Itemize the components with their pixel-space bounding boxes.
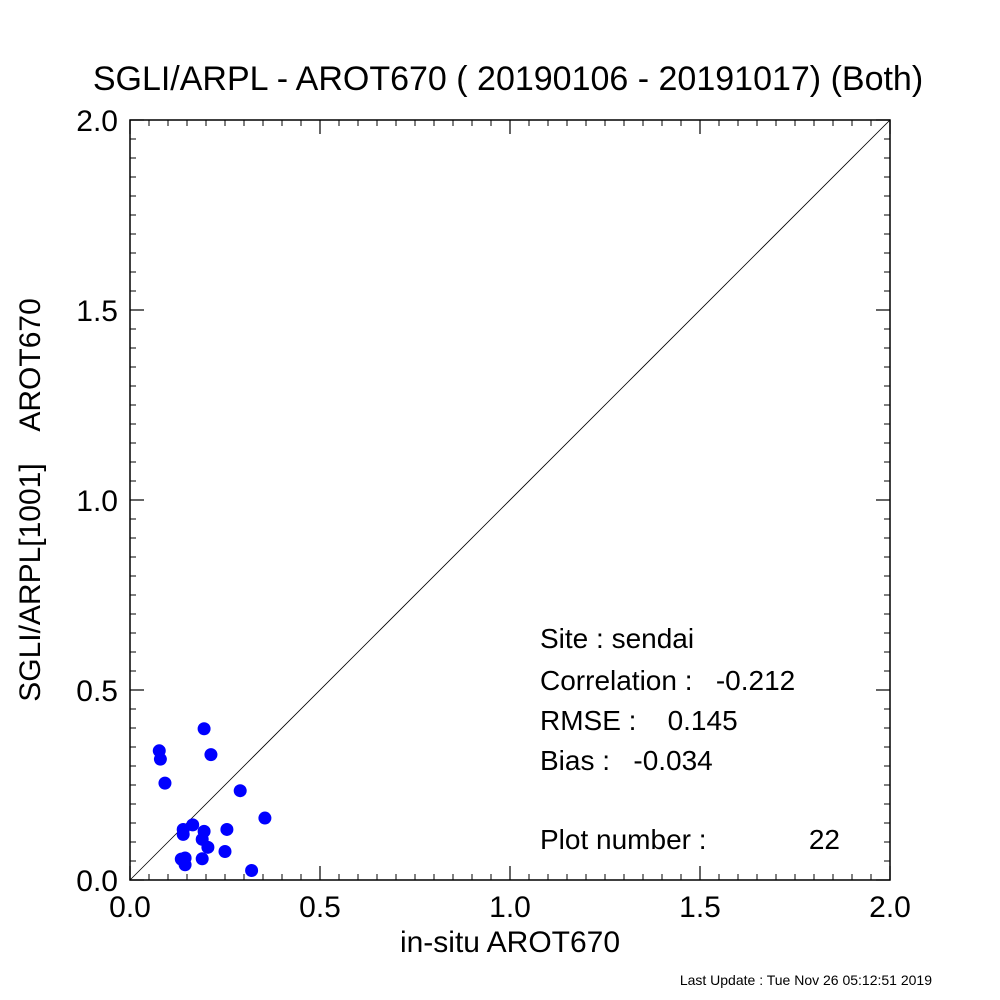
plot-number-label: Plot number :: [540, 824, 707, 855]
y-tick-label: 1.0: [76, 485, 118, 518]
one-to-one-line: [129, 119, 891, 881]
rmse-label: RMSE : 0.145: [540, 705, 738, 736]
y-tick-labels: 0.0 0.5 1.0 1.5 2.0: [76, 105, 118, 898]
data-points: [152, 722, 272, 877]
x-tick-label: 0.0: [109, 891, 151, 924]
y-axis-label: SGLI/ARPL[1001] AROT670: [14, 298, 47, 702]
data-point: [153, 752, 167, 766]
x-tick-label: 1.5: [679, 891, 721, 924]
x-tick-labels: 0.0 0.5 1.0 1.5 2.0: [109, 891, 911, 924]
data-point: [186, 818, 200, 832]
data-point: [201, 840, 215, 854]
y-tick-label: 0.0: [76, 865, 118, 898]
data-point: [204, 748, 218, 762]
y-tick-label: 2.0: [76, 105, 118, 138]
x-tick-label: 1.0: [489, 891, 531, 924]
correlation-label: Correlation : -0.212: [540, 665, 795, 696]
data-point: [197, 722, 211, 736]
data-point: [158, 776, 172, 790]
plot-axes: 0.0 0.5 1.0 1.5 2.0 0.0 0.5 1.0 1.5 2.0: [76, 105, 911, 924]
data-point: [245, 864, 259, 877]
data-point: [176, 827, 190, 841]
data-point: [178, 858, 192, 872]
data-point: [233, 784, 247, 798]
plot-number-value: 22: [809, 824, 840, 855]
major-ticks: [129, 119, 891, 881]
y-tick-label: 1.5: [76, 295, 118, 328]
x-axis-label: in-situ AROT670: [400, 926, 620, 959]
y-tick-label: 0.5: [76, 675, 118, 708]
data-point: [258, 811, 272, 825]
minor-ticks: [130, 120, 890, 880]
data-point: [195, 852, 209, 866]
bias-label: Bias : -0.034: [540, 745, 713, 776]
data-point: [220, 822, 234, 836]
chart-title: SGLI/ARPL - AROT670 ( 20190106 - 2019101…: [93, 60, 923, 98]
data-point: [218, 845, 232, 858]
site-label: Site : sendai: [540, 623, 694, 654]
x-tick-label: 2.0: [869, 891, 911, 924]
stats-box: Site : sendai Correlation : -0.212 RMSE …: [540, 623, 840, 855]
x-tick-label: 0.5: [299, 891, 341, 924]
last-update-footer: Last Update : Tue Nov 26 05:12:51 2019: [680, 972, 932, 988]
